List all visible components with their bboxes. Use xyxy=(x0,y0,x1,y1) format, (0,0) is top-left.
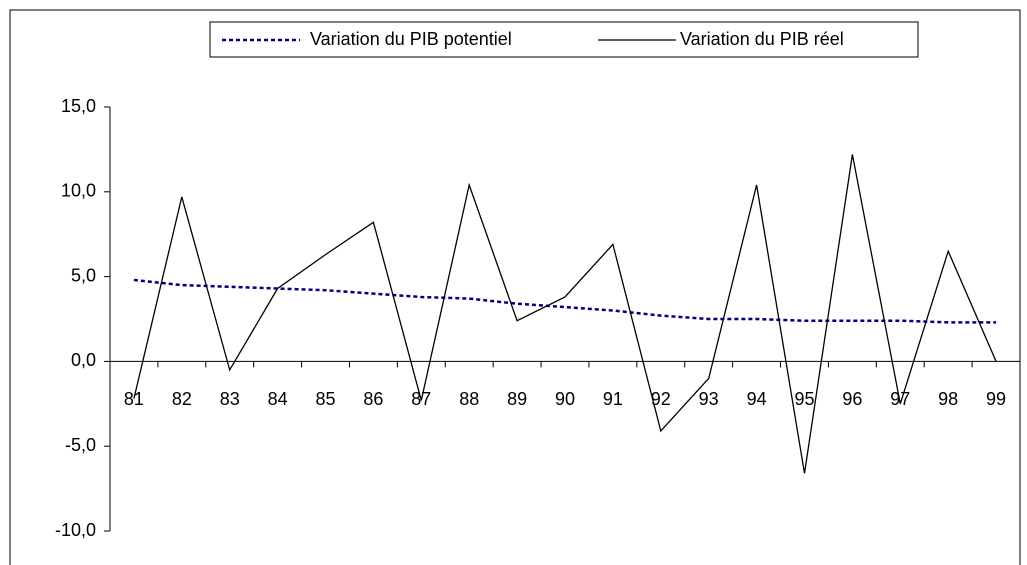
chart-border xyxy=(9,9,1021,565)
x-tick-label: 85 xyxy=(316,389,336,409)
x-tick-label: 86 xyxy=(363,389,383,409)
x-tick-label: 98 xyxy=(938,389,958,409)
series-line xyxy=(133,278,997,324)
y-tick-label: 10,0 xyxy=(61,181,96,201)
x-tick-label: 94 xyxy=(747,389,767,409)
x-tick-label: 91 xyxy=(603,389,623,409)
x-tick-label: 99 xyxy=(986,389,1006,409)
legend-label: Variation du PIB potentiel xyxy=(310,29,512,49)
x-tick-label: 97 xyxy=(890,389,910,409)
x-tick-label: 81 xyxy=(124,389,144,409)
y-tick-label: -5,0 xyxy=(65,435,96,455)
y-tick-label: -10,0 xyxy=(55,520,96,540)
x-tick-label: 96 xyxy=(842,389,862,409)
x-tick-label: 93 xyxy=(699,389,719,409)
y-tick-label: 15,0 xyxy=(61,96,96,116)
series-line xyxy=(133,154,997,474)
x-tick-label: 92 xyxy=(651,389,671,409)
y-tick-label: 5,0 xyxy=(71,265,96,285)
y-tick-label: 0,0 xyxy=(71,350,96,370)
x-tick-label: 89 xyxy=(507,389,527,409)
x-tick-label: 84 xyxy=(268,389,288,409)
legend-label: Variation du PIB réel xyxy=(680,29,844,49)
x-tick-label: 88 xyxy=(459,389,479,409)
x-tick-label: 95 xyxy=(794,389,814,409)
x-tick-label: 90 xyxy=(555,389,575,409)
legend-box xyxy=(209,21,919,58)
x-tick-label: 83 xyxy=(220,389,240,409)
x-tick-label: 82 xyxy=(172,389,192,409)
